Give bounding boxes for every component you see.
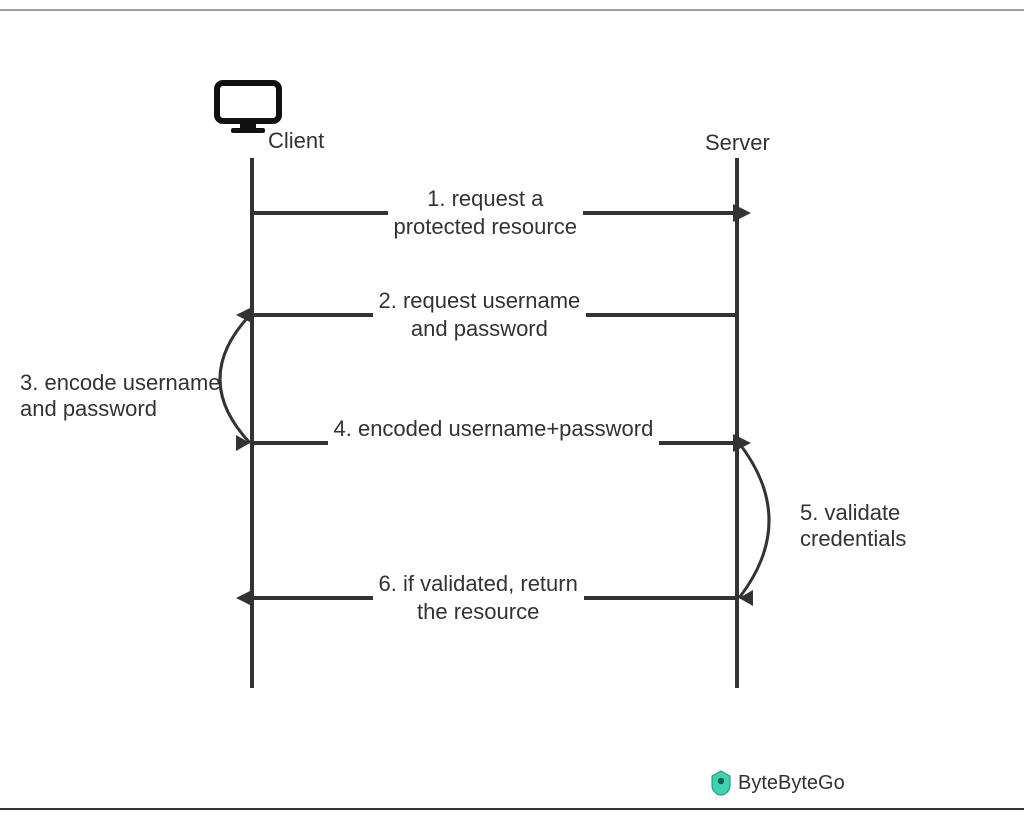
m4-label: 4. encoded username+password [328,413,660,445]
loop5-arrowhead [739,590,753,606]
loop5-arc [739,443,769,598]
diagram-stage: Client Server 1. request a protected res… [0,0,1024,816]
m1-label: 1. request a protected resource [388,183,583,242]
m6-label: 6. if validated, return the resource [373,568,584,627]
m2-label: 2. request username and password [373,285,587,344]
m4-arrowhead [733,434,751,452]
loop5-label: 5. validate credentials [800,500,906,552]
brand: ByteByteGo [710,770,845,796]
loop3-arc [220,315,250,443]
m1-arrowhead [733,204,751,222]
m2-arrowhead [236,306,254,324]
m6-arrowhead [236,589,254,607]
brand-icon [710,770,732,796]
loop3-label: 3. encode username and password [20,370,221,422]
loop3-arrowhead [236,435,250,451]
brand-text: ByteByteGo [738,772,845,795]
